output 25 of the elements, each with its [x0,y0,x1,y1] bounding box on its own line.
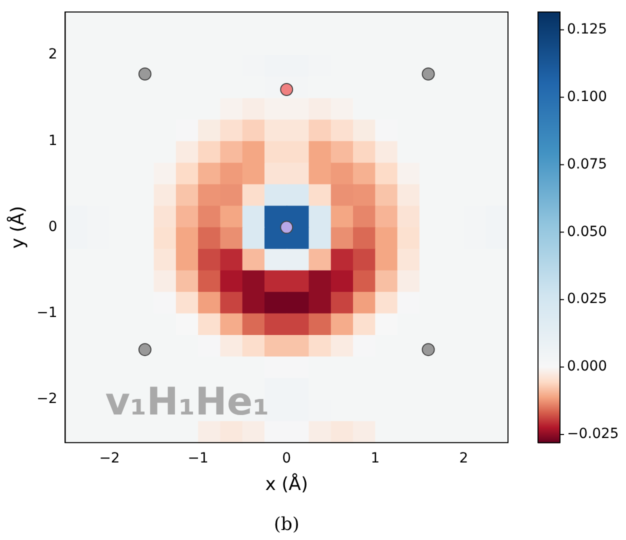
y-tick-label: −2 [36,391,58,408]
point [280,83,294,96]
color-bar-label: 0.000 [567,358,608,375]
y-tick-label: −1 [36,305,58,322]
point [280,220,294,234]
color-bar-label: −0.025 [567,426,619,442]
y-tick-label: 0 [48,218,58,235]
y-tick-label: 2 [48,46,58,63]
point [422,68,435,81]
annotation: v₁H₁He₁ [105,380,270,424]
color-bar-label: 0.100 [567,88,608,105]
color-bar-label: 0.050 [567,224,608,240]
color-bar-label: 0.125 [567,21,608,38]
y-axis-title: y (Å) [6,206,28,249]
x-tick-label: 0 [282,450,292,467]
x-tick-label: −2 [99,450,120,467]
x-axis-title: x (Å) [265,472,308,495]
x-tick-label: 1 [370,450,380,467]
point [138,68,152,81]
y-tick-label: 1 [48,132,58,149]
color-bar-label: 0.025 [567,291,608,308]
x-tick-label: −1 [188,450,208,467]
x-tick-label: 2 [459,450,468,467]
text: (b) [274,514,300,535]
color-bar-label: 0.075 [567,156,608,172]
